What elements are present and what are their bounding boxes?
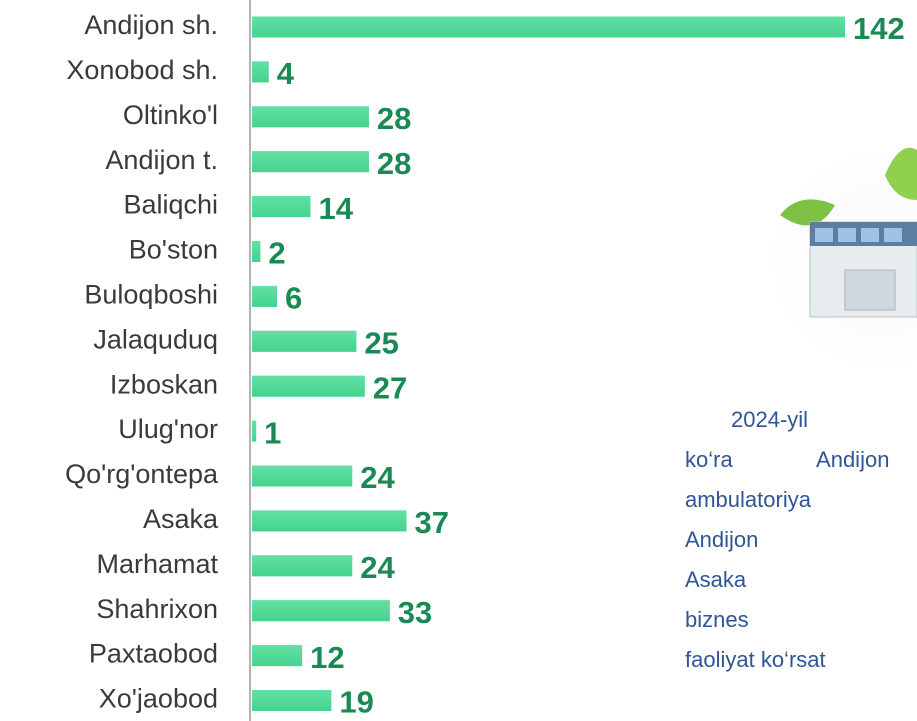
text-line: ko‘ra Andijon v [685, 440, 917, 480]
value-label: 19 [339, 685, 373, 720]
category-label: Oltinko'l [123, 100, 218, 130]
bar-shade [252, 645, 302, 666]
value-label: 1 [264, 415, 281, 450]
bar-shade [252, 690, 331, 711]
category-label: Xonobod sh. [66, 55, 218, 85]
bar-shade [252, 151, 369, 172]
text-line: ambulatoriya [685, 480, 917, 520]
value-label: 25 [364, 325, 398, 360]
value-label: 2 [268, 236, 285, 271]
value-label: 14 [318, 191, 353, 226]
value-label: 33 [398, 595, 432, 630]
category-label: Buloqboshi [84, 280, 218, 310]
category-label: Bo'ston [129, 235, 218, 265]
page: {"chart_data": {"type": "bar", "orientat… [0, 0, 917, 721]
category-label: Andijon t. [105, 145, 218, 175]
category-label: Shahrixon [96, 594, 218, 624]
bar-shade [252, 466, 352, 487]
bar-shade [252, 555, 352, 576]
category-label: Asaka [143, 504, 219, 534]
value-label: 28 [377, 146, 411, 181]
bar-shade [252, 286, 277, 307]
category-label: Xo'jaobod [99, 684, 218, 714]
building-icon [770, 148, 917, 370]
value-label: 142 [853, 11, 905, 46]
bar-shade [252, 376, 365, 397]
text-line: 2024-yil 1 [685, 400, 917, 440]
value-label: 12 [310, 640, 344, 675]
value-label: 27 [373, 370, 407, 405]
text-line: Andijon sh [685, 520, 917, 560]
bar-shade [252, 61, 269, 82]
category-label: Qo'rg'ontepa [65, 459, 219, 489]
bar-shade [252, 241, 260, 262]
value-label: 24 [360, 550, 395, 585]
bar-shade [252, 106, 369, 127]
category-label: Baliqchi [123, 190, 218, 220]
value-label: 6 [285, 281, 302, 316]
bar-shade [252, 421, 256, 442]
bar-shade [252, 600, 390, 621]
category-label: Ulug'nor [118, 414, 218, 444]
category-label: Andijon sh. [84, 10, 218, 40]
text-line: faoliyat ko‘rsat [685, 640, 917, 680]
category-label: Jalaquduq [93, 324, 218, 354]
value-label: 4 [277, 56, 295, 91]
bar-shade [252, 17, 845, 38]
description: 2024-yil 1ko‘ra Andijon vambulatoriyaAnd… [685, 400, 917, 680]
category-label: Marhamat [96, 549, 218, 579]
bar-shade [252, 510, 407, 531]
value-label: 28 [377, 101, 411, 136]
value-label: 24 [360, 460, 395, 495]
bar-shade [252, 196, 310, 217]
category-label: Izboskan [110, 369, 218, 399]
text-line: biznes sub [685, 600, 917, 640]
value-label: 37 [415, 505, 449, 540]
text-line: Asaka viloya [685, 560, 917, 600]
category-label: Paxtaobod [89, 639, 218, 669]
bar-shade [252, 331, 356, 352]
